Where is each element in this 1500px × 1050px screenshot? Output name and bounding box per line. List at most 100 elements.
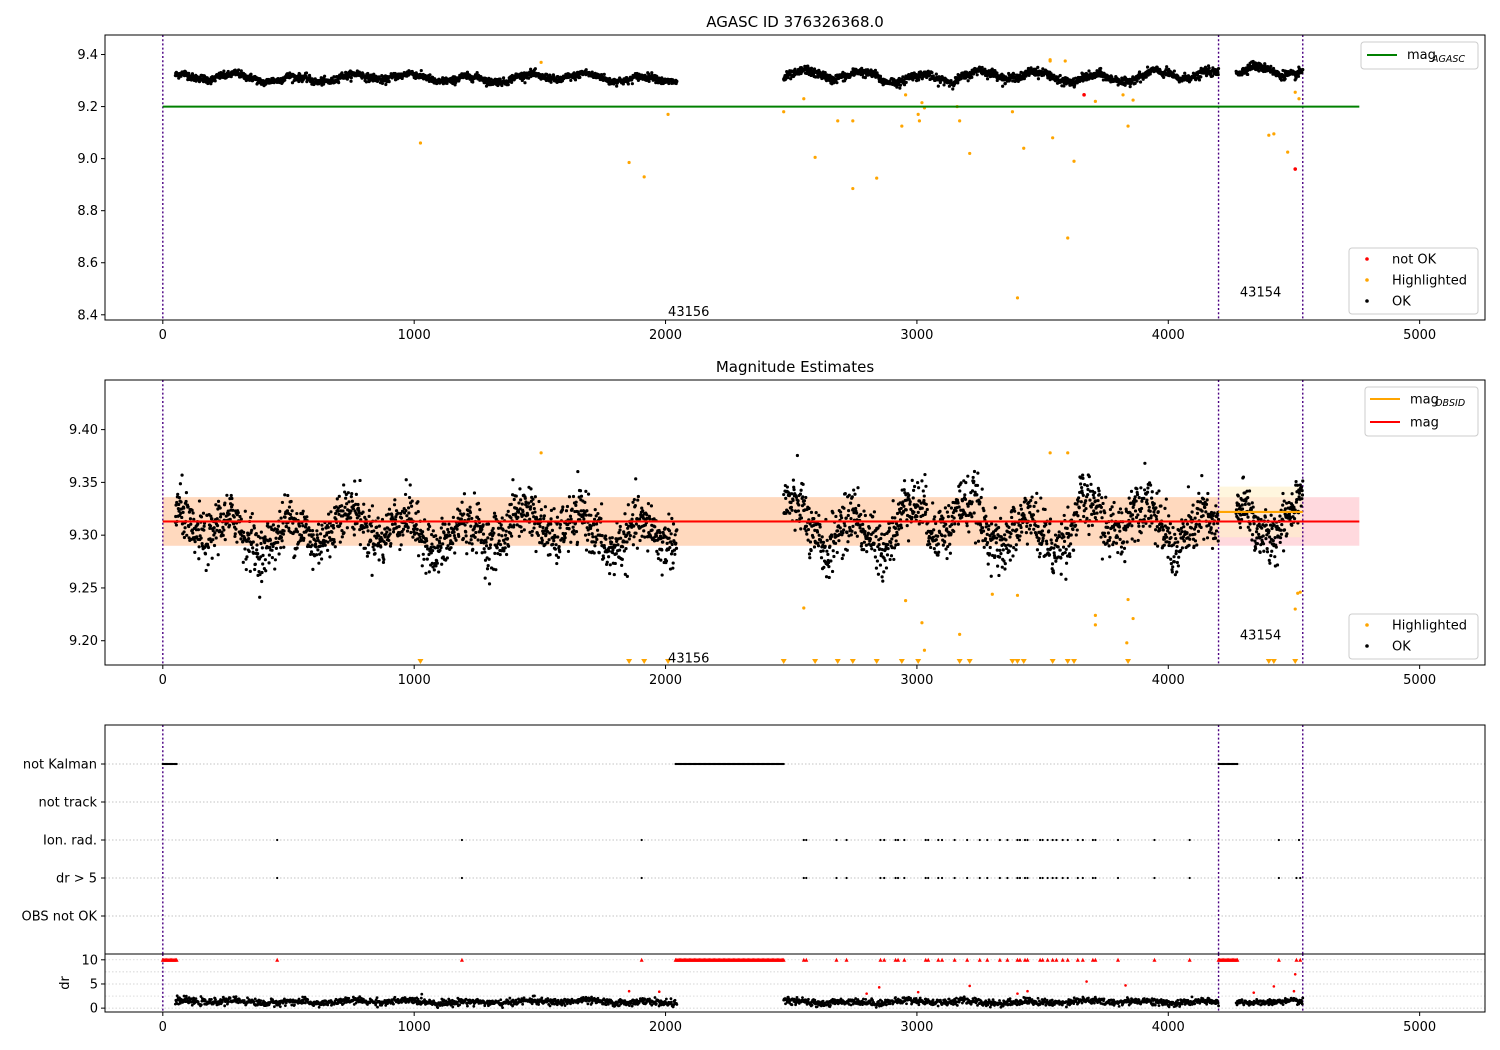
magest-ok-point: [674, 546, 679, 550]
magest-ok-point: [352, 533, 356, 537]
magest-ok-point: [625, 540, 629, 544]
magest-ok-point: [358, 478, 362, 483]
magest-ok-point: [503, 533, 508, 537]
magest-ok-point: [840, 516, 844, 520]
magest-ok-point: [600, 534, 604, 538]
magest-ok-point: [883, 558, 887, 563]
magest-ok-point: [283, 515, 287, 519]
magest-ok-point: [673, 533, 677, 537]
magest-ok-point: [663, 526, 667, 530]
magest-ok-point: [211, 538, 215, 542]
magest-ok-point: [320, 523, 324, 527]
magest-ok-point: [873, 555, 878, 559]
magest-ok-point: [868, 537, 872, 541]
magest-ok-point: [347, 500, 351, 504]
agasc-highlighted-point: [904, 93, 908, 97]
magest-ok-point: [328, 555, 332, 559]
magest-ok-point: [605, 560, 609, 564]
agasc-highlighted-point: [1272, 132, 1276, 136]
magest-ok-point: [342, 483, 346, 487]
agasc-highlighted-point: [642, 175, 646, 179]
magest-ok-point: [585, 509, 589, 513]
magest-ok-point: [250, 528, 254, 532]
magest-ok-point: [201, 511, 206, 515]
magest-ok-point: [193, 540, 197, 544]
agasc-ok-point: [975, 73, 979, 77]
magest-ok-point: [480, 551, 484, 555]
magest-ok-point: [177, 496, 181, 500]
magest-ok-point: [310, 529, 315, 533]
agasc-ok-point: [1216, 66, 1221, 71]
magest-ok-point: [455, 527, 459, 531]
agasc-ok-point: [1207, 66, 1211, 70]
magest-ok-point: [186, 505, 190, 509]
agasc-ok-point: [1246, 72, 1250, 77]
magest-ok-point: [279, 535, 284, 540]
magest-ok-point: [221, 533, 225, 537]
magest-ok-point: [480, 527, 484, 531]
magest-ok-point: [668, 545, 672, 550]
magest-ok-point: [872, 510, 877, 514]
agasc-ok-point: [1296, 74, 1301, 78]
magest-ok-point: [314, 545, 318, 549]
magest-ok-point: [337, 494, 341, 498]
magest-ok-point: [212, 543, 217, 548]
magest-ok-point: [539, 507, 543, 512]
magest-ok-point: [824, 575, 829, 579]
magest-ok-point: [820, 535, 824, 539]
agasc-highlighted-point: [1051, 136, 1055, 140]
magest-ok-point: [249, 515, 253, 519]
agasc-ok-point: [660, 76, 664, 80]
magest-ok-point: [593, 540, 598, 544]
magest-ok-point: [260, 546, 264, 550]
magest-ok-point: [561, 505, 565, 509]
magest-ok-point: [863, 513, 867, 518]
magest-ok-point: [847, 493, 851, 497]
magest-ok-point: [318, 532, 323, 536]
magest-ok-point: [310, 543, 314, 547]
magest-ok-point: [861, 522, 865, 526]
magest-ok-point: [815, 530, 820, 534]
magest-ok-point: [859, 512, 863, 517]
agasc-highlighted-point: [539, 60, 543, 64]
magest-ok-point: [461, 536, 466, 541]
magest-ok-point: [458, 509, 462, 513]
magest-ok-point: [867, 526, 871, 530]
magest-ok-point: [281, 532, 286, 536]
magest-ok-point: [579, 494, 584, 498]
magest-ok-point: [216, 499, 221, 503]
magest-ok-point: [470, 516, 474, 521]
magest-ok-point: [624, 546, 628, 551]
magest-ok-point: [244, 567, 248, 572]
magest-ok-point: [492, 531, 496, 535]
agasc-ok-point: [873, 68, 878, 72]
magest-ok-point: [874, 535, 878, 539]
magest-ok-point: [191, 511, 195, 515]
magest-ok-point: [569, 540, 573, 544]
magest-ok-point: [392, 503, 397, 507]
magest-ok-point: [180, 515, 184, 520]
magest-ok-point: [353, 479, 357, 483]
magest-ok-point: [799, 516, 804, 520]
agasc-ok-point: [1036, 77, 1041, 81]
magest-ok-point: [795, 453, 800, 458]
agasc-ok-point: [947, 84, 952, 88]
agasc-highlighted-point: [1286, 150, 1290, 154]
magest-ok-point: [569, 517, 573, 521]
agasc-ok-point: [523, 81, 527, 85]
magest-ok-point: [842, 528, 846, 532]
agasc-ok-point: [1001, 84, 1005, 88]
magest-ok-point: [555, 515, 560, 519]
magest-ok-point: [388, 528, 392, 532]
magest-ok-point: [530, 529, 534, 533]
magest-ok-point: [533, 510, 537, 514]
magest-ok-point: [234, 527, 238, 531]
magest-ok-point: [633, 504, 637, 508]
magest-ok-point: [393, 498, 397, 502]
agasc-ok-point: [1172, 69, 1176, 73]
magest-ok-point: [571, 525, 575, 529]
agasc-highlighted-point: [1293, 90, 1297, 94]
magest-ok-point: [552, 507, 556, 511]
